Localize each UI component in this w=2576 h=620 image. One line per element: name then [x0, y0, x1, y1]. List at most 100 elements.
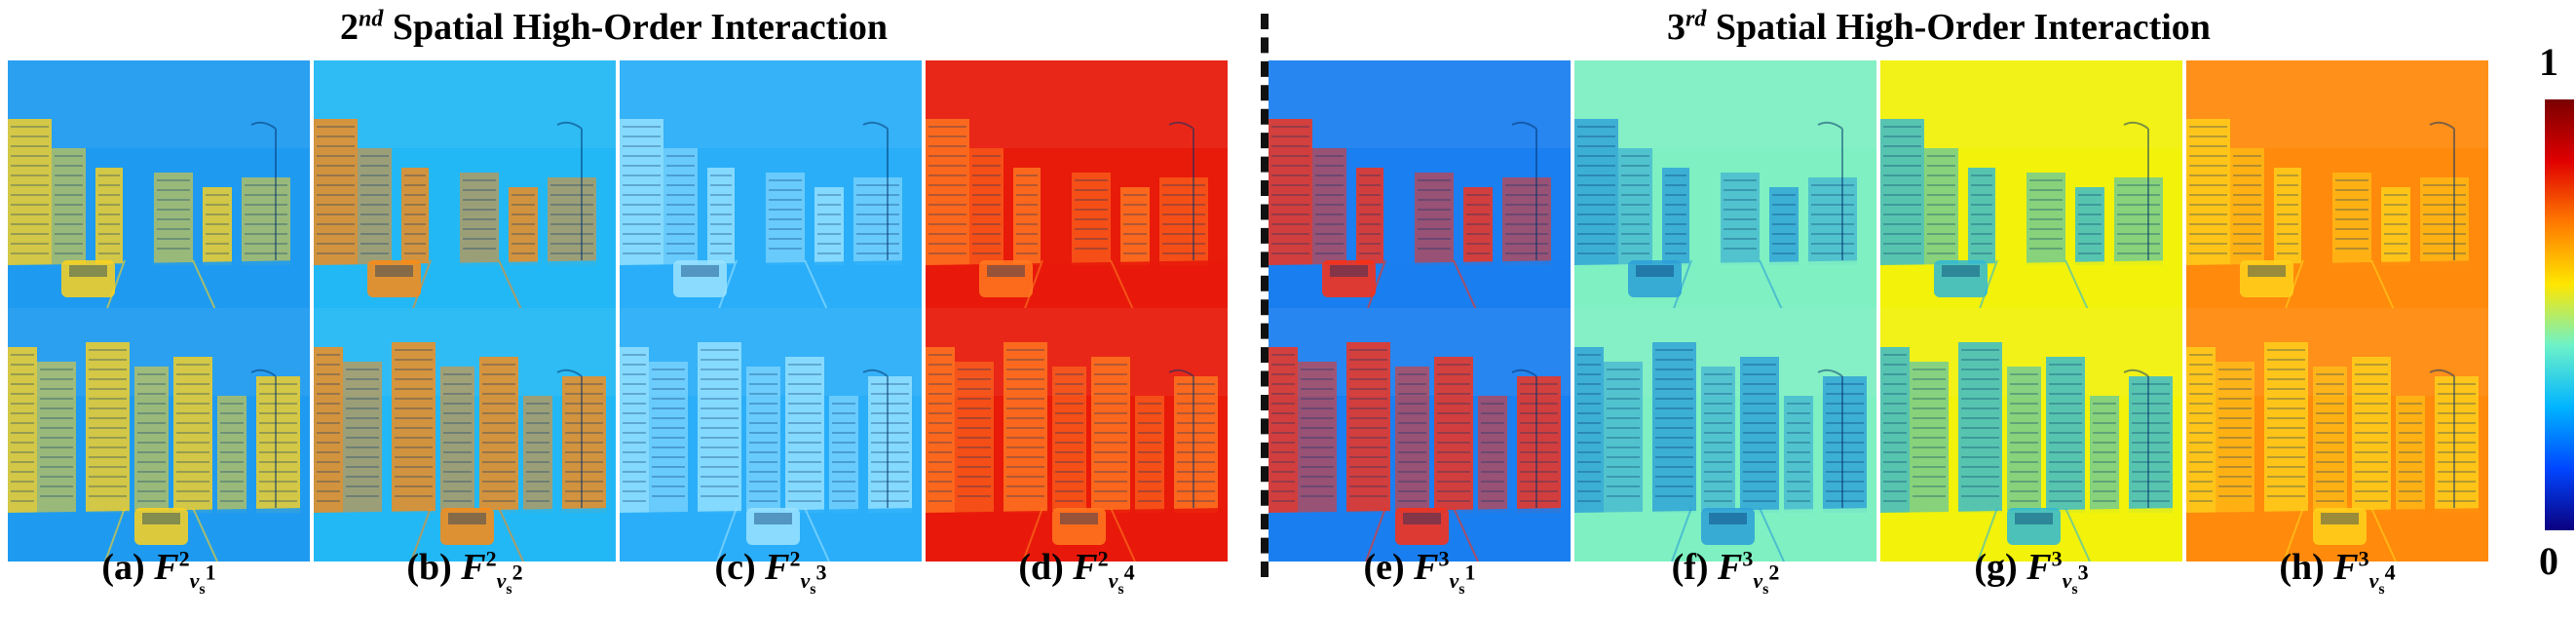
caption-sub-index: 2: [511, 560, 523, 585]
left-title-text: Spatial High-Order Interaction: [392, 7, 888, 48]
caption-symbol: F: [2027, 547, 2052, 588]
caption-sub-symbol: v: [2062, 567, 2072, 593]
caption-sub-sub: s: [199, 580, 206, 598]
street-scene-feature-map: [926, 308, 1228, 562]
caption-sub-sub: s: [810, 580, 816, 598]
street-scene-feature-map: [620, 60, 922, 314]
caption-order: 2: [485, 546, 497, 571]
caption-sub-sub: s: [1458, 580, 1465, 598]
caption-letter: (g): [1974, 547, 2027, 588]
panel-caption: (f) F3vs2: [1574, 546, 1876, 614]
right-title-order: 3: [1667, 7, 1686, 48]
right-title-sup: rd: [1686, 6, 1707, 32]
caption-subscript: vs1: [1450, 560, 1476, 597]
street-scene-feature-map: [2186, 308, 2488, 562]
caption-order: 3: [2051, 546, 2063, 571]
caption-subscript: vs3: [2062, 560, 2089, 597]
left-title-sup: nd: [359, 6, 384, 32]
caption-symbol: F: [1414, 547, 1439, 588]
caption-sub-index: 1: [1464, 560, 1476, 585]
street-scene-feature-map: [314, 308, 616, 562]
caption-sub-index: 1: [205, 560, 216, 585]
caption-sub-symbol: v: [2368, 567, 2379, 593]
panel-caption: (e) F3vs1: [1269, 546, 1571, 614]
caption-symbol: F: [461, 547, 486, 588]
caption-subscript: vs2: [1753, 560, 1779, 597]
panel-caption: (d) F2vs4: [926, 546, 1228, 614]
caption-sub-sub: s: [1118, 580, 1124, 598]
caption-subscript: vs4: [1108, 560, 1135, 597]
left-title-order: 2: [340, 7, 360, 48]
caption-sub-symbol: v: [1108, 567, 1118, 593]
heatmap-panel-a-row2: [8, 308, 310, 562]
caption-sub-index: 4: [2384, 560, 2396, 585]
caption-sub-symbol: v: [189, 567, 200, 593]
caption-sub-symbol: v: [1753, 567, 1763, 593]
heatmap-panel-c-row2: [620, 308, 922, 562]
heatmap-panel-f-row1: [1574, 60, 1876, 314]
heatmap-panel-e-row2: [1269, 308, 1571, 562]
street-scene-feature-map: [620, 308, 922, 562]
panel-caption: (g) F3vs3: [1880, 546, 2182, 614]
caption-subscript: vs4: [2368, 560, 2396, 597]
caption-sub-sub: s: [506, 580, 512, 598]
caption-order: 3: [1742, 546, 1754, 571]
caption-sub-index: 3: [815, 560, 827, 585]
caption-letter: (b): [406, 547, 462, 588]
caption-sub-sub: s: [2071, 580, 2078, 598]
street-scene-feature-map: [1269, 308, 1571, 562]
caption-letter: (e): [1363, 547, 1415, 588]
panel-caption: (a) F2vs1: [8, 546, 310, 614]
heatmap-panel-b-row2: [314, 308, 616, 562]
caption-symbol: F: [765, 547, 790, 588]
caption-order: 2: [178, 546, 190, 571]
caption-letter: (c): [714, 547, 766, 588]
caption-sub-index: 3: [2077, 560, 2089, 585]
colorbar-max-label: 1: [2539, 40, 2558, 84]
caption-sub-sub: s: [1762, 580, 1769, 598]
street-scene-feature-map: [8, 308, 310, 562]
caption-letter: (f): [1671, 547, 1719, 588]
caption-sub-symbol: v: [800, 567, 811, 593]
caption-symbol: F: [154, 547, 179, 588]
caption-symbol: F: [1718, 547, 1743, 588]
right-title-text: Spatial High-Order Interaction: [1715, 7, 2211, 48]
caption-sub-index: 2: [1768, 560, 1780, 585]
street-scene-feature-map: [314, 60, 616, 314]
right-group-title: 3rd Spatial High-Order Interaction: [1549, 6, 2329, 53]
street-scene-feature-map: [1574, 308, 1876, 562]
street-scene-feature-map: [1880, 308, 2182, 562]
caption-letter: (a): [101, 547, 155, 588]
heatmap-panel-e-row1: [1269, 60, 1571, 314]
street-scene-feature-map: [2186, 60, 2488, 314]
caption-letter: (h): [2279, 547, 2334, 588]
colorbar: [2545, 99, 2574, 530]
heatmap-panel-h-row1: [2186, 60, 2488, 314]
heatmap-panel-g-row2: [1880, 308, 2182, 562]
heatmap-panel-a-row1: [8, 60, 310, 314]
caption-subscript: vs1: [189, 560, 216, 597]
heatmap-panel-f-row2: [1574, 308, 1876, 562]
caption-sub-symbol: v: [496, 567, 507, 593]
street-scene-feature-map: [1880, 60, 2182, 314]
caption-symbol: F: [1073, 547, 1098, 588]
caption-order: 3: [2358, 546, 2369, 571]
colorbar-min-label: 0: [2539, 539, 2558, 583]
caption-order: 2: [789, 546, 801, 571]
heatmap-panel-g-row1: [1880, 60, 2182, 314]
street-scene-feature-map: [1269, 60, 1571, 314]
caption-sub-index: 4: [1123, 560, 1135, 585]
caption-subscript: vs2: [496, 560, 523, 597]
street-scene-feature-map: [8, 60, 310, 314]
panel-caption: (c) F2vs3: [620, 546, 922, 614]
caption-letter: (d): [1018, 547, 1074, 588]
heatmap-panel-c-row1: [620, 60, 922, 314]
heatmap-panel-d-row2: [926, 308, 1228, 562]
panel-caption: (h) F3vs4: [2186, 546, 2488, 614]
caption-symbol: F: [2333, 547, 2359, 588]
caption-order: 2: [1097, 546, 1109, 571]
street-scene-feature-map: [926, 60, 1228, 314]
caption-sub-sub: s: [2378, 580, 2385, 598]
heatmap-panel-d-row1: [926, 60, 1228, 314]
caption-subscript: vs3: [800, 560, 827, 597]
